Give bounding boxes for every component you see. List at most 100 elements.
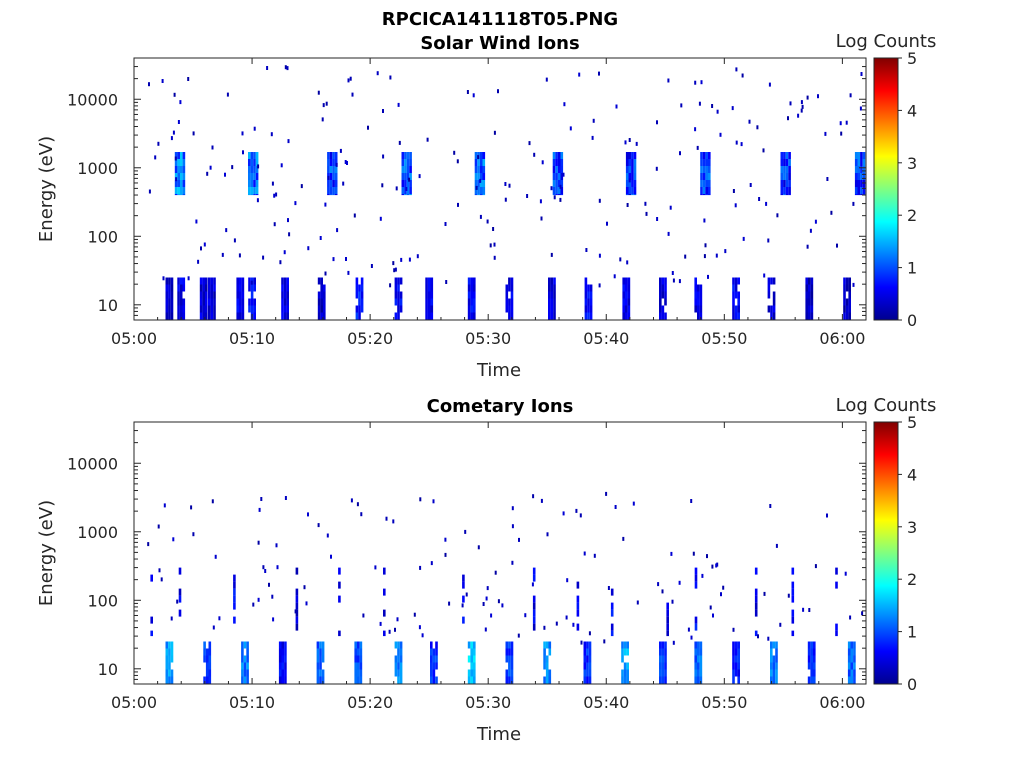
heatmap-cell bbox=[532, 616, 536, 624]
heatmap-cell bbox=[241, 298, 245, 306]
heatmap-cell bbox=[770, 312, 773, 320]
heatmap-cell bbox=[334, 166, 338, 173]
heatmap-cell bbox=[168, 291, 171, 299]
heatmap-cell bbox=[210, 277, 214, 285]
heatmap-cell bbox=[179, 284, 183, 292]
heatmap-cell bbox=[482, 152, 486, 159]
heatmap-cell bbox=[508, 655, 511, 663]
heatmap-cell bbox=[284, 676, 287, 684]
heatmap-cell bbox=[631, 159, 634, 166]
heatmap-cell bbox=[532, 623, 536, 631]
heatmap-cell bbox=[808, 312, 811, 320]
heatmap-cell bbox=[661, 641, 665, 649]
heatmap-cell bbox=[253, 173, 256, 180]
heatmap-cell bbox=[807, 676, 811, 684]
heatmap-cell bbox=[383, 588, 386, 596]
heatmap-cell bbox=[321, 655, 325, 663]
heatmap-cell bbox=[510, 291, 514, 299]
heatmap-cell bbox=[510, 648, 514, 656]
heatmap-cell bbox=[448, 601, 451, 606]
heatmap-cell bbox=[182, 173, 186, 180]
heatmap-cell bbox=[416, 254, 419, 259]
heatmap-cell bbox=[473, 298, 476, 306]
heatmap-cell bbox=[250, 305, 254, 313]
heatmap-cell bbox=[557, 152, 561, 159]
heatmap-cell bbox=[598, 253, 601, 258]
heatmap-cell bbox=[199, 298, 203, 306]
heatmap-cell bbox=[432, 499, 435, 504]
heatmap-cell bbox=[550, 284, 554, 292]
heatmap-cell bbox=[584, 305, 588, 313]
heatmap-cell bbox=[248, 277, 251, 285]
heatmap-cell bbox=[835, 630, 838, 637]
heatmap-cell bbox=[179, 312, 183, 320]
heatmap-cell bbox=[580, 640, 583, 645]
heatmap-cell bbox=[319, 655, 322, 663]
heatmap-cell bbox=[326, 533, 329, 538]
heatmap-cell bbox=[470, 291, 473, 299]
heatmap-cell bbox=[467, 277, 471, 285]
heatmap-cell bbox=[239, 284, 242, 292]
heatmap-cell bbox=[359, 669, 363, 677]
heatmap-cell bbox=[633, 194, 637, 196]
heatmap-cell bbox=[505, 641, 509, 649]
heatmap-cell bbox=[589, 298, 593, 306]
heatmap-cell bbox=[628, 152, 632, 159]
heatmap-cell bbox=[168, 305, 171, 313]
heatmap-cell bbox=[444, 537, 447, 542]
heatmap-cell bbox=[202, 277, 205, 285]
heatmap-cell bbox=[467, 291, 471, 299]
heatmap-cell bbox=[172, 130, 175, 135]
heatmap-cell bbox=[165, 312, 169, 320]
heatmap-cell bbox=[197, 259, 200, 264]
heatmap-cell bbox=[697, 298, 700, 306]
heatmap-cell bbox=[586, 655, 589, 663]
heatmap-cell bbox=[763, 273, 766, 278]
heatmap-cell bbox=[208, 305, 211, 313]
heatmap-cell bbox=[666, 623, 669, 631]
heatmap-cell bbox=[707, 274, 709, 279]
heatmap-cell bbox=[699, 655, 703, 663]
heatmap-cell bbox=[552, 187, 556, 194]
heatmap-cell bbox=[435, 641, 438, 649]
heatmap-cell bbox=[545, 676, 549, 684]
heatmap-cell bbox=[847, 655, 851, 663]
heatmap-cell bbox=[845, 312, 849, 320]
heatmap-cell bbox=[659, 655, 662, 663]
heatmap-cell bbox=[320, 305, 323, 313]
heatmap-cell bbox=[467, 305, 471, 313]
heatmap-cell bbox=[174, 173, 178, 180]
x-tick-label: 05:10 bbox=[229, 329, 275, 348]
heatmap-cell bbox=[401, 173, 405, 180]
heatmap-cell bbox=[370, 264, 373, 268]
heatmap-cell bbox=[246, 662, 249, 670]
heatmap-cell bbox=[338, 567, 341, 575]
heatmap-cell bbox=[770, 655, 773, 663]
heatmap-cell bbox=[566, 578, 569, 583]
y-ticks: 10 100 1000 10000 bbox=[67, 421, 866, 685]
heatmap-cell bbox=[388, 629, 391, 634]
heatmap-cell bbox=[397, 277, 400, 285]
heatmap-cell bbox=[848, 284, 851, 292]
heatmap-cell bbox=[719, 132, 722, 137]
heatmap-cell bbox=[697, 291, 700, 299]
heatmap-cell bbox=[485, 596, 488, 601]
heatmap-cell bbox=[255, 166, 259, 173]
heatmap-cell bbox=[397, 648, 400, 656]
heatmap-cell bbox=[788, 173, 791, 180]
heatmap-cell bbox=[210, 284, 214, 292]
heatmap-cell bbox=[621, 641, 624, 649]
heatmap-cell bbox=[664, 655, 667, 663]
heatmap-cell bbox=[283, 312, 287, 320]
heatmap-cell bbox=[813, 662, 816, 670]
heatmap-cell bbox=[810, 284, 814, 292]
heatmap-cell bbox=[394, 298, 398, 306]
heatmap-cell bbox=[694, 574, 698, 582]
heatmap-cell bbox=[720, 592, 722, 597]
heatmap-cell bbox=[848, 312, 851, 320]
heatmap-cell bbox=[715, 563, 718, 568]
heatmap-cell bbox=[165, 648, 169, 656]
heatmap-cell bbox=[248, 159, 251, 166]
heatmap-cell bbox=[584, 312, 588, 320]
y-tick-label: 1000 bbox=[77, 159, 118, 178]
